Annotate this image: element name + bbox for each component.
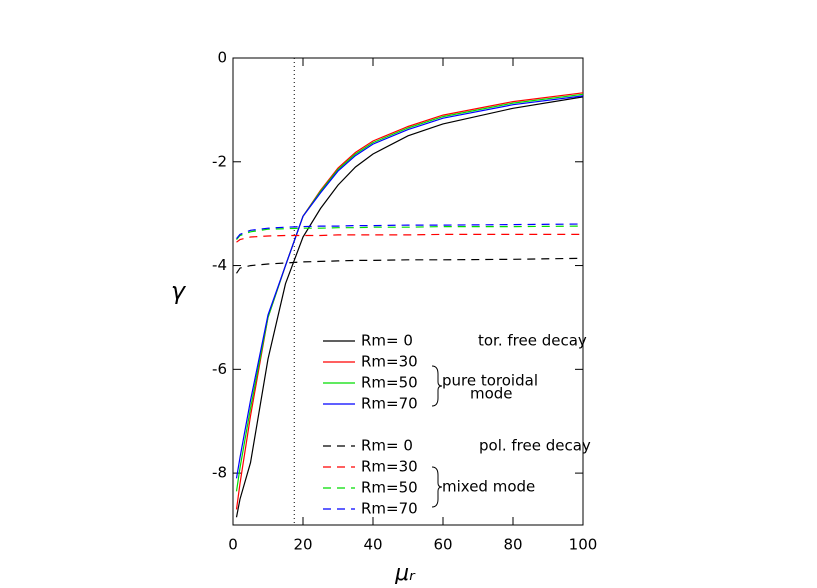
legend-brace (431, 466, 443, 508)
x-axis-label: μᵣ (394, 561, 416, 584)
legend-label: Rm= 0 (361, 437, 413, 455)
series-line (236, 233, 583, 243)
series-line (235, 92, 584, 510)
series-line (236, 257, 584, 274)
annotation: mode (470, 385, 513, 403)
series-line (236, 223, 584, 239)
legend-brace (431, 365, 443, 407)
x-tick-label: 0 (228, 536, 238, 554)
legend-label: Rm=30 (361, 458, 418, 476)
legend-label: Rm= 0 (361, 332, 413, 350)
legend-label: Rm=50 (361, 479, 418, 497)
legend-label: Rm=30 (361, 353, 418, 371)
y-tick-label: -8 (212, 464, 227, 482)
series-line (236, 225, 584, 240)
legend-label: Rm=70 (361, 500, 418, 518)
y-tick-label: -6 (212, 360, 227, 378)
legend-label: Rm=50 (361, 374, 418, 392)
x-tick-label: 100 (569, 536, 598, 554)
series-line (235, 93, 584, 492)
annotation: pol. free decay (479, 437, 591, 455)
x-tick-label: 60 (433, 536, 452, 554)
plot-frame (232, 57, 584, 526)
y-tick-label: -4 (212, 256, 227, 274)
x-tick-label: 80 (503, 536, 522, 554)
x-tick-label: 20 (293, 536, 312, 554)
series-line (235, 96, 584, 518)
annotation: tor. free decay (478, 332, 587, 350)
series-line (235, 95, 584, 479)
legend-label: Rm=70 (361, 395, 418, 413)
annotation: pure toroidal (442, 372, 538, 390)
x-tick-label: 40 (363, 536, 382, 554)
annotation: mixed mode (442, 478, 535, 496)
y-axis-label: γ (171, 277, 187, 305)
y-tick-label: 0 (217, 49, 227, 67)
y-tick-label: -2 (212, 152, 227, 170)
